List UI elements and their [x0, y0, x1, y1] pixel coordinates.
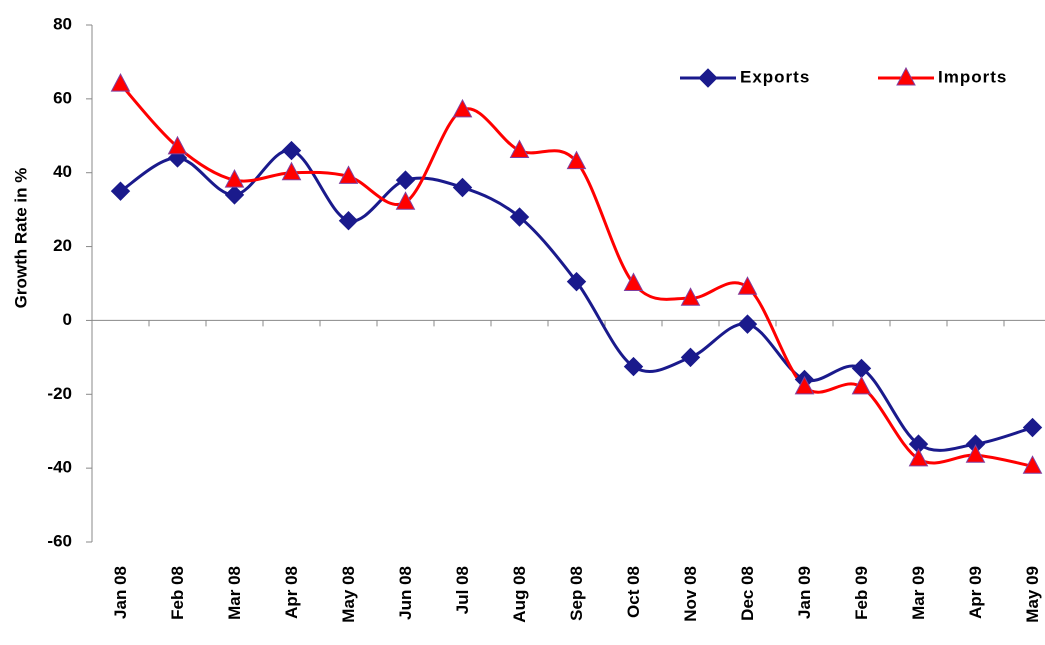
- y-tick-label: 0: [63, 310, 72, 329]
- x-tick-label: Mar 09: [909, 566, 928, 620]
- diamond-marker: [452, 177, 473, 198]
- triangle-marker: [224, 169, 245, 188]
- triangle-marker: [680, 287, 701, 306]
- y-tick-label: -20: [47, 384, 72, 403]
- x-tick-label: Feb 08: [168, 566, 187, 620]
- diamond-marker: [281, 140, 302, 161]
- diamond-marker: [110, 181, 131, 201]
- diamond-marker: [566, 271, 587, 292]
- diamond-marker: [737, 314, 758, 334]
- x-tick-label: Apr 08: [282, 566, 301, 619]
- x-tick-label: Jul 08: [453, 566, 472, 614]
- diamond-marker: [395, 170, 416, 190]
- diamond-marker: [623, 356, 644, 377]
- x-tick-label: Feb 09: [852, 566, 871, 620]
- x-tick-label: Dec 08: [738, 566, 757, 621]
- triangle-marker: [110, 73, 131, 92]
- x-tick-label: Oct 08: [624, 566, 643, 618]
- x-tick-label: May 09: [1023, 566, 1042, 623]
- y-tick-label: -40: [47, 458, 72, 477]
- triangle-marker: [623, 272, 644, 291]
- triangle-marker: [395, 191, 416, 210]
- triangle-marker: [1022, 455, 1043, 474]
- x-tick-label: Jun 08: [396, 566, 415, 620]
- x-tick-label: Apr 09: [966, 566, 985, 619]
- diamond-marker: [1022, 417, 1043, 438]
- y-tick-label: 40: [53, 162, 72, 181]
- triangle-marker: [566, 150, 587, 170]
- y-tick-label: 20: [53, 236, 72, 255]
- x-tick-label: May 08: [339, 566, 358, 623]
- x-tick-label: Nov 08: [681, 566, 700, 622]
- series-line: [119, 149, 1033, 452]
- diamond-marker: [224, 185, 245, 205]
- legend-label: Imports: [938, 67, 1007, 86]
- triangle-marker: [908, 447, 929, 467]
- diamond-marker: [680, 347, 701, 368]
- triangle-marker: [338, 165, 359, 184]
- triangle-marker: [794, 375, 815, 395]
- x-tick-label: Mar 08: [225, 566, 244, 620]
- diamond-marker: [509, 207, 530, 227]
- y-tick-label: 80: [53, 14, 72, 33]
- x-tick-label: Jan 09: [795, 566, 814, 619]
- y-tick-label: -60: [47, 531, 72, 550]
- triangle-marker: [281, 161, 302, 181]
- x-tick-label: Sep 08: [567, 566, 586, 621]
- x-tick-label: Aug 08: [510, 566, 529, 623]
- y-axis-label: Growth Rate in %: [11, 168, 30, 309]
- y-tick-label: 60: [53, 88, 72, 107]
- triangle-marker: [965, 444, 986, 463]
- x-tick-label: Jan 08: [111, 566, 130, 619]
- triangle-marker: [896, 66, 916, 86]
- triangle-marker: [851, 375, 872, 395]
- triangle-marker: [452, 98, 473, 118]
- diamond-marker: [698, 68, 718, 88]
- triangle-marker: [167, 135, 188, 155]
- legend-label: Exports: [740, 67, 810, 86]
- diamond-marker: [338, 211, 359, 231]
- triangle-marker: [737, 276, 758, 295]
- triangle-marker: [509, 139, 530, 159]
